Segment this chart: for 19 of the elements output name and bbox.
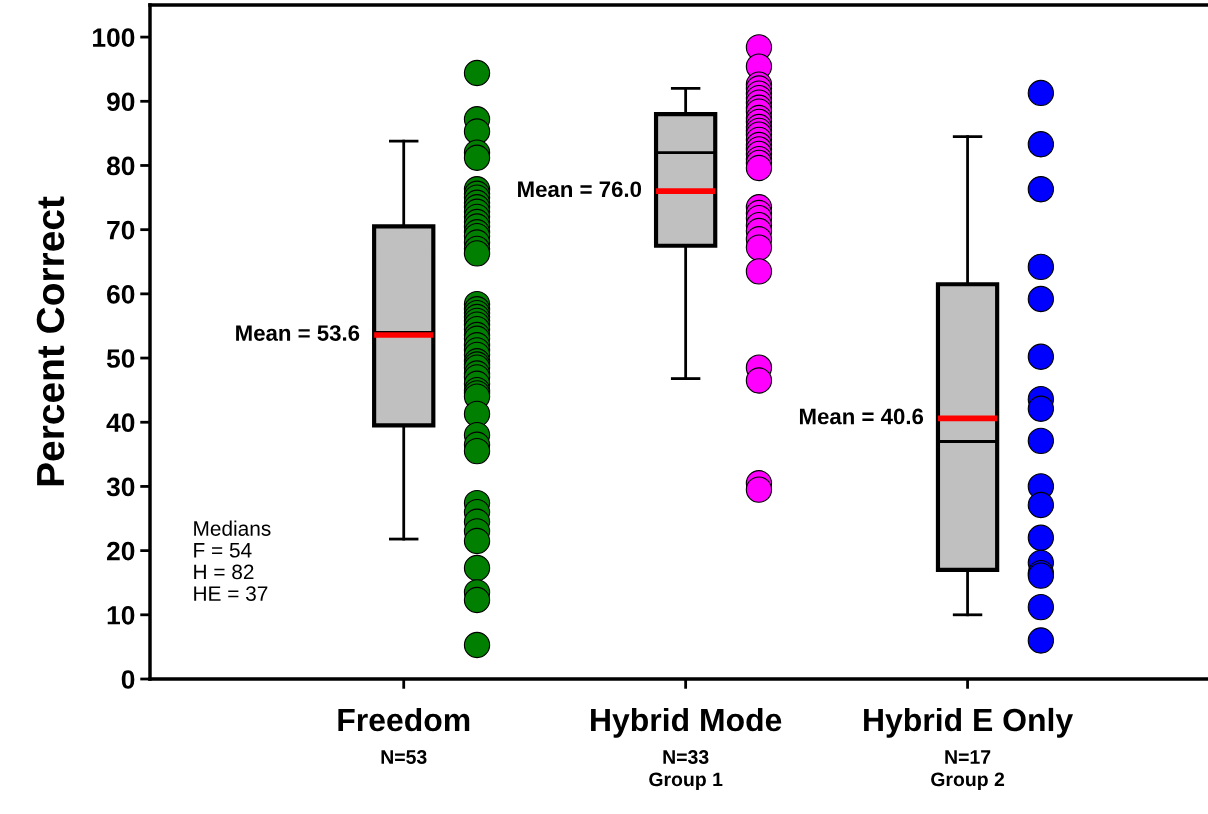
y-tick-label: 20 [106, 541, 135, 561]
x-tick-label: Freedom N=53 [338, 707, 470, 764]
y-tick-label: 90 [106, 92, 135, 112]
x-tick-label: Hybrid E Only N=17 Group 2 [864, 707, 1074, 791]
annotation: Mean = 76.0 [518, 181, 642, 198]
y-tick-label: 80 [106, 156, 135, 176]
y-tick-label: 30 [106, 477, 135, 497]
y-tick-label: 10 [107, 605, 135, 625]
y-axis-title: Percent Correct [36, 196, 65, 486]
y-tick-label: 70 [107, 220, 135, 240]
y-tick-label: 60 [107, 284, 135, 304]
annotation: Mean = 53.6 [236, 325, 360, 341]
y-tick-label: 40 [106, 413, 135, 433]
annotation: Mean = 40.6 [799, 408, 924, 425]
y-tick-label: 50 [106, 349, 135, 368]
annotation: Medians F = 54 H = 82 HE = 37 [194, 520, 271, 601]
x-tick-label: Hybrid Mode N=33 Group 1 [591, 707, 782, 791]
y-tick-label: 100 [93, 28, 135, 47]
y-tick-label: 0 [121, 670, 135, 689]
